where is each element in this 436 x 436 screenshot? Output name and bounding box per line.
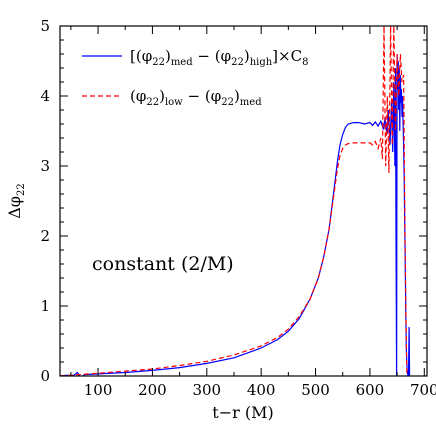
plot-frame xyxy=(59,25,428,377)
y-tick-label: 2 xyxy=(40,227,50,245)
series-line-1 xyxy=(60,53,411,376)
legend-label-2: (φ22)low − (φ22)med xyxy=(130,87,262,108)
y-axis-title-sub: 22 xyxy=(16,183,27,196)
series-line-2 xyxy=(60,26,408,376)
x-tick-label: 300 xyxy=(192,381,221,399)
x-tick-label: 700 xyxy=(410,381,436,399)
x-tick-label: 500 xyxy=(301,381,330,399)
x-tick-label: 600 xyxy=(356,381,385,399)
y-axis-title-main: Δφ xyxy=(5,196,24,219)
y-tick-label: 1 xyxy=(40,297,50,315)
x-tick-label: 100 xyxy=(84,381,113,399)
x-tick-label: 400 xyxy=(247,381,276,399)
y-tick-label: 3 xyxy=(40,157,50,175)
y-tick-label: 4 xyxy=(40,87,50,105)
y-tick-label: 5 xyxy=(40,17,50,35)
y-tick-label: 0 xyxy=(40,367,50,385)
annotation: constant (2/M) xyxy=(92,253,234,275)
legend-label-1: [(φ22)med − (φ22)high]×C8 xyxy=(130,47,308,68)
y-axis-title: Δφ22 xyxy=(5,183,27,219)
x-tick-label: 200 xyxy=(138,381,167,399)
x-axis-title: t−r (M) xyxy=(212,403,273,422)
legend: [(φ22)med − (φ22)high]×C8 (φ22)low − (φ22… xyxy=(82,47,308,108)
